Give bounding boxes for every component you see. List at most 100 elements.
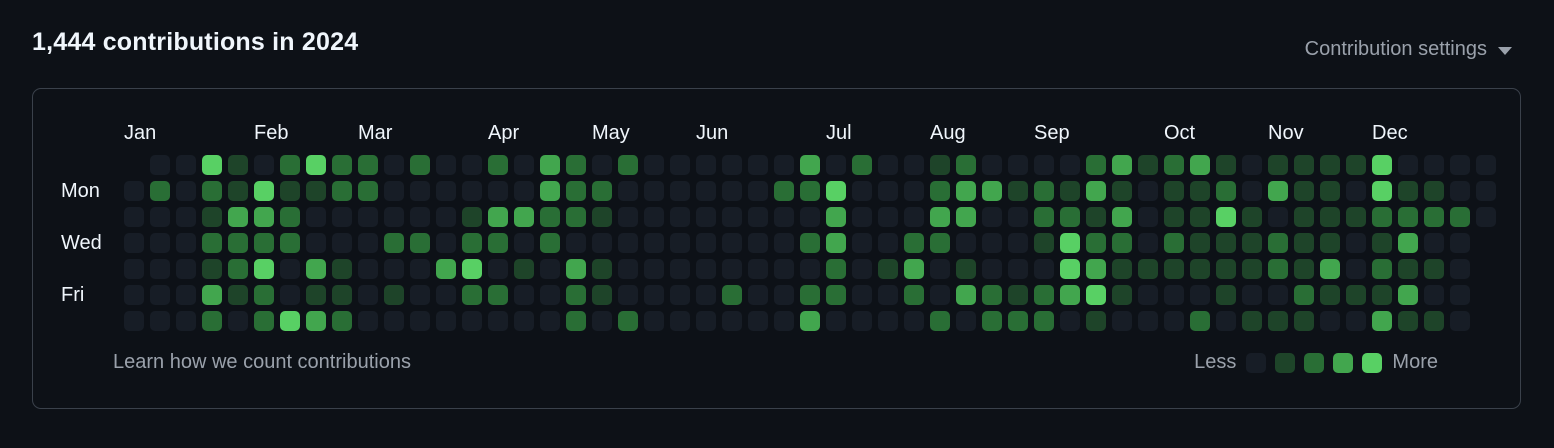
contribution-cell[interactable]	[1138, 311, 1158, 331]
contribution-cell[interactable]	[1190, 285, 1210, 305]
contribution-cell[interactable]	[1086, 259, 1106, 279]
contribution-cell[interactable]	[332, 207, 352, 227]
contribution-cell[interactable]	[1242, 259, 1262, 279]
contribution-cell[interactable]	[1346, 207, 1366, 227]
contribution-cell[interactable]	[410, 207, 430, 227]
contribution-cell[interactable]	[1450, 233, 1470, 253]
contribution-cell[interactable]	[1372, 181, 1392, 201]
contribution-cell[interactable]	[1320, 233, 1340, 253]
contribution-cell[interactable]	[280, 155, 300, 175]
contribution-cell[interactable]	[1450, 181, 1470, 201]
contribution-cell[interactable]	[930, 233, 950, 253]
contribution-cell[interactable]	[1424, 285, 1444, 305]
contribution-cell[interactable]	[514, 285, 534, 305]
contribution-cell[interactable]	[1164, 233, 1184, 253]
contribution-cell[interactable]	[124, 233, 144, 253]
contribution-cell[interactable]	[280, 285, 300, 305]
contribution-cell[interactable]	[644, 181, 664, 201]
contribution-cell[interactable]	[644, 207, 664, 227]
contribution-cell[interactable]	[800, 259, 820, 279]
contribution-cell[interactable]	[332, 155, 352, 175]
contribution-cell[interactable]	[722, 207, 742, 227]
contribution-cell[interactable]	[852, 311, 872, 331]
contribution-cell[interactable]	[228, 259, 248, 279]
contribution-cell[interactable]	[124, 311, 144, 331]
contribution-cell[interactable]	[774, 311, 794, 331]
contribution-cell[interactable]	[1164, 207, 1184, 227]
contribution-cell[interactable]	[488, 181, 508, 201]
contribution-cell[interactable]	[228, 155, 248, 175]
contribution-cell[interactable]	[1190, 207, 1210, 227]
contribution-cell[interactable]	[1320, 259, 1340, 279]
contribution-cell[interactable]	[540, 207, 560, 227]
contribution-cell[interactable]	[1372, 285, 1392, 305]
learn-how-link[interactable]: Learn how we count contributions	[113, 351, 411, 373]
contribution-cell[interactable]	[852, 207, 872, 227]
contribution-cell[interactable]	[930, 259, 950, 279]
contribution-cell[interactable]	[748, 181, 768, 201]
contribution-cell[interactable]	[774, 181, 794, 201]
contribution-cell[interactable]	[1424, 311, 1444, 331]
contribution-cell[interactable]	[540, 285, 560, 305]
contribution-cell[interactable]	[358, 259, 378, 279]
contribution-cell[interactable]	[332, 311, 352, 331]
contribution-cell[interactable]	[592, 311, 612, 331]
contribution-cell[interactable]	[956, 155, 976, 175]
contribution-cell[interactable]	[1294, 155, 1314, 175]
contribution-cell[interactable]	[878, 259, 898, 279]
contribution-cell[interactable]	[670, 285, 690, 305]
contribution-cell[interactable]	[592, 155, 612, 175]
contribution-cell[interactable]	[670, 181, 690, 201]
contribution-cell[interactable]	[566, 207, 586, 227]
contribution-cell[interactable]	[1346, 233, 1366, 253]
contribution-cell[interactable]	[514, 181, 534, 201]
contribution-cell[interactable]	[384, 311, 404, 331]
contribution-cell[interactable]	[1086, 311, 1106, 331]
contribution-cell[interactable]	[1034, 181, 1054, 201]
contribution-cell[interactable]	[748, 155, 768, 175]
contribution-cell[interactable]	[800, 311, 820, 331]
contribution-cell[interactable]	[410, 311, 430, 331]
contribution-cell[interactable]	[1242, 285, 1262, 305]
contribution-cell[interactable]	[1320, 285, 1340, 305]
contribution-cell[interactable]	[644, 259, 664, 279]
contribution-cell[interactable]	[540, 259, 560, 279]
contribution-cell[interactable]	[722, 181, 742, 201]
contribution-cell[interactable]	[176, 259, 196, 279]
contribution-cell[interactable]	[1216, 311, 1236, 331]
contribution-cell[interactable]	[1138, 181, 1158, 201]
contribution-cell[interactable]	[1268, 233, 1288, 253]
contribution-cell[interactable]	[462, 181, 482, 201]
contribution-cell[interactable]	[124, 181, 144, 201]
contribution-cell[interactable]	[1346, 259, 1366, 279]
contribution-cell[interactable]	[1008, 311, 1028, 331]
contribution-cell[interactable]	[696, 285, 716, 305]
contribution-cell[interactable]	[436, 259, 456, 279]
contribution-cell[interactable]	[592, 285, 612, 305]
contribution-cell[interactable]	[384, 155, 404, 175]
contribution-cell[interactable]	[1294, 285, 1314, 305]
contribution-cell[interactable]	[1112, 233, 1132, 253]
contribution-cell[interactable]	[150, 207, 170, 227]
contribution-cell[interactable]	[462, 233, 482, 253]
contribution-cell[interactable]	[1112, 181, 1132, 201]
contribution-cell[interactable]	[722, 285, 742, 305]
contribution-cell[interactable]	[800, 181, 820, 201]
contribution-cell[interactable]	[618, 259, 638, 279]
contribution-cell[interactable]	[800, 285, 820, 305]
contribution-cell[interactable]	[1060, 311, 1080, 331]
contribution-cell[interactable]	[982, 181, 1002, 201]
contribution-cell[interactable]	[1112, 259, 1132, 279]
contribution-cell[interactable]	[1164, 181, 1184, 201]
contribution-cell[interactable]	[358, 181, 378, 201]
contribution-cell[interactable]	[1008, 285, 1028, 305]
contribution-cell[interactable]	[1164, 155, 1184, 175]
contribution-cell[interactable]	[644, 285, 664, 305]
contribution-cell[interactable]	[280, 233, 300, 253]
contribution-cell[interactable]	[618, 311, 638, 331]
contribution-cell[interactable]	[618, 155, 638, 175]
contribution-cell[interactable]	[982, 155, 1002, 175]
contribution-cell[interactable]	[228, 233, 248, 253]
contribution-cell[interactable]	[306, 181, 326, 201]
contribution-cell[interactable]	[1008, 181, 1028, 201]
